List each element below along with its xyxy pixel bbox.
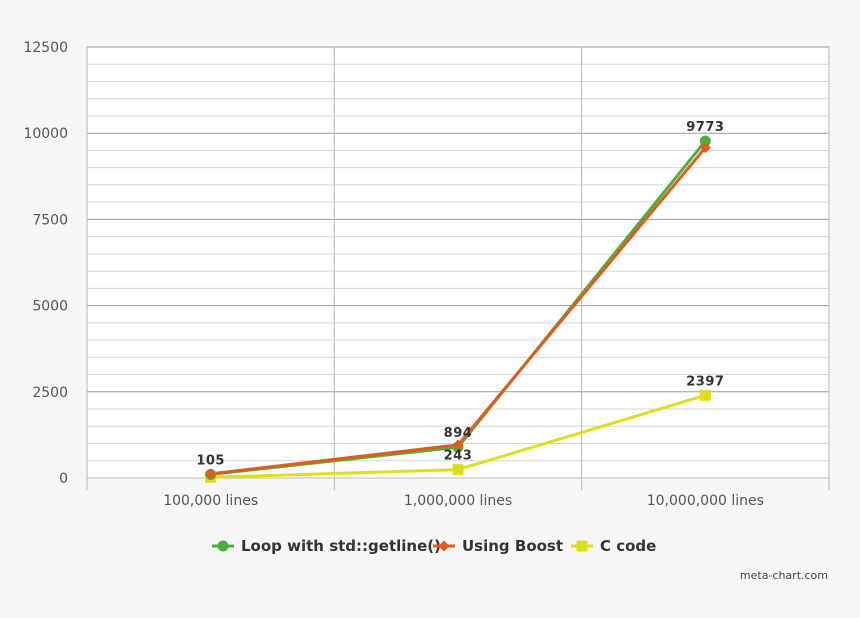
- x-tick-label: 100,000 lines: [163, 493, 258, 509]
- legend-marker: [576, 540, 588, 552]
- data-point: [699, 389, 711, 401]
- x-axis-ticks: 100,000 lines 1,000,000 lines 10,000,000 l…: [163, 493, 764, 509]
- y-tick-label: 5000: [32, 299, 68, 315]
- y-tick-label: 10000: [23, 126, 68, 142]
- data-labels: 105 894 243 9773 2397: [196, 120, 724, 468]
- legend-marker: [438, 540, 450, 552]
- x-tick-label: 1,000,000 lines: [404, 493, 512, 509]
- legend-marker: [217, 540, 229, 552]
- data-label: 243: [444, 449, 473, 464]
- y-axis-ticks: 0 2500 5000 7500 10000 12500: [23, 40, 68, 487]
- plot-area: [87, 47, 829, 478]
- y-tick-label: 0: [59, 471, 68, 487]
- legend-label: Using Boost: [462, 537, 563, 555]
- data-point: [205, 468, 217, 480]
- data-point: [452, 464, 464, 476]
- data-label: 2397: [686, 374, 724, 389]
- minor-gridlines: [87, 63, 829, 462]
- legend: Loop with std::getline() Using Boost C cod…: [212, 537, 656, 555]
- data-label: 894: [444, 426, 473, 441]
- data-point: [699, 142, 711, 154]
- legend-label: Loop with std::getline(): [241, 537, 441, 555]
- legend-label: C code: [600, 537, 656, 555]
- data-point: [699, 135, 711, 147]
- data-label: 105: [196, 453, 225, 468]
- data-label: 9773: [686, 120, 724, 135]
- y-tick-label: 12500: [23, 40, 68, 56]
- data-point: [452, 439, 464, 451]
- x-tick-label: 10,000,000 lines: [647, 493, 764, 509]
- y-tick-label: 7500: [32, 212, 68, 228]
- credit-text: meta-chart.com: [740, 569, 828, 582]
- series-markers: [205, 135, 711, 483]
- y-tick-label: 2500: [32, 385, 68, 401]
